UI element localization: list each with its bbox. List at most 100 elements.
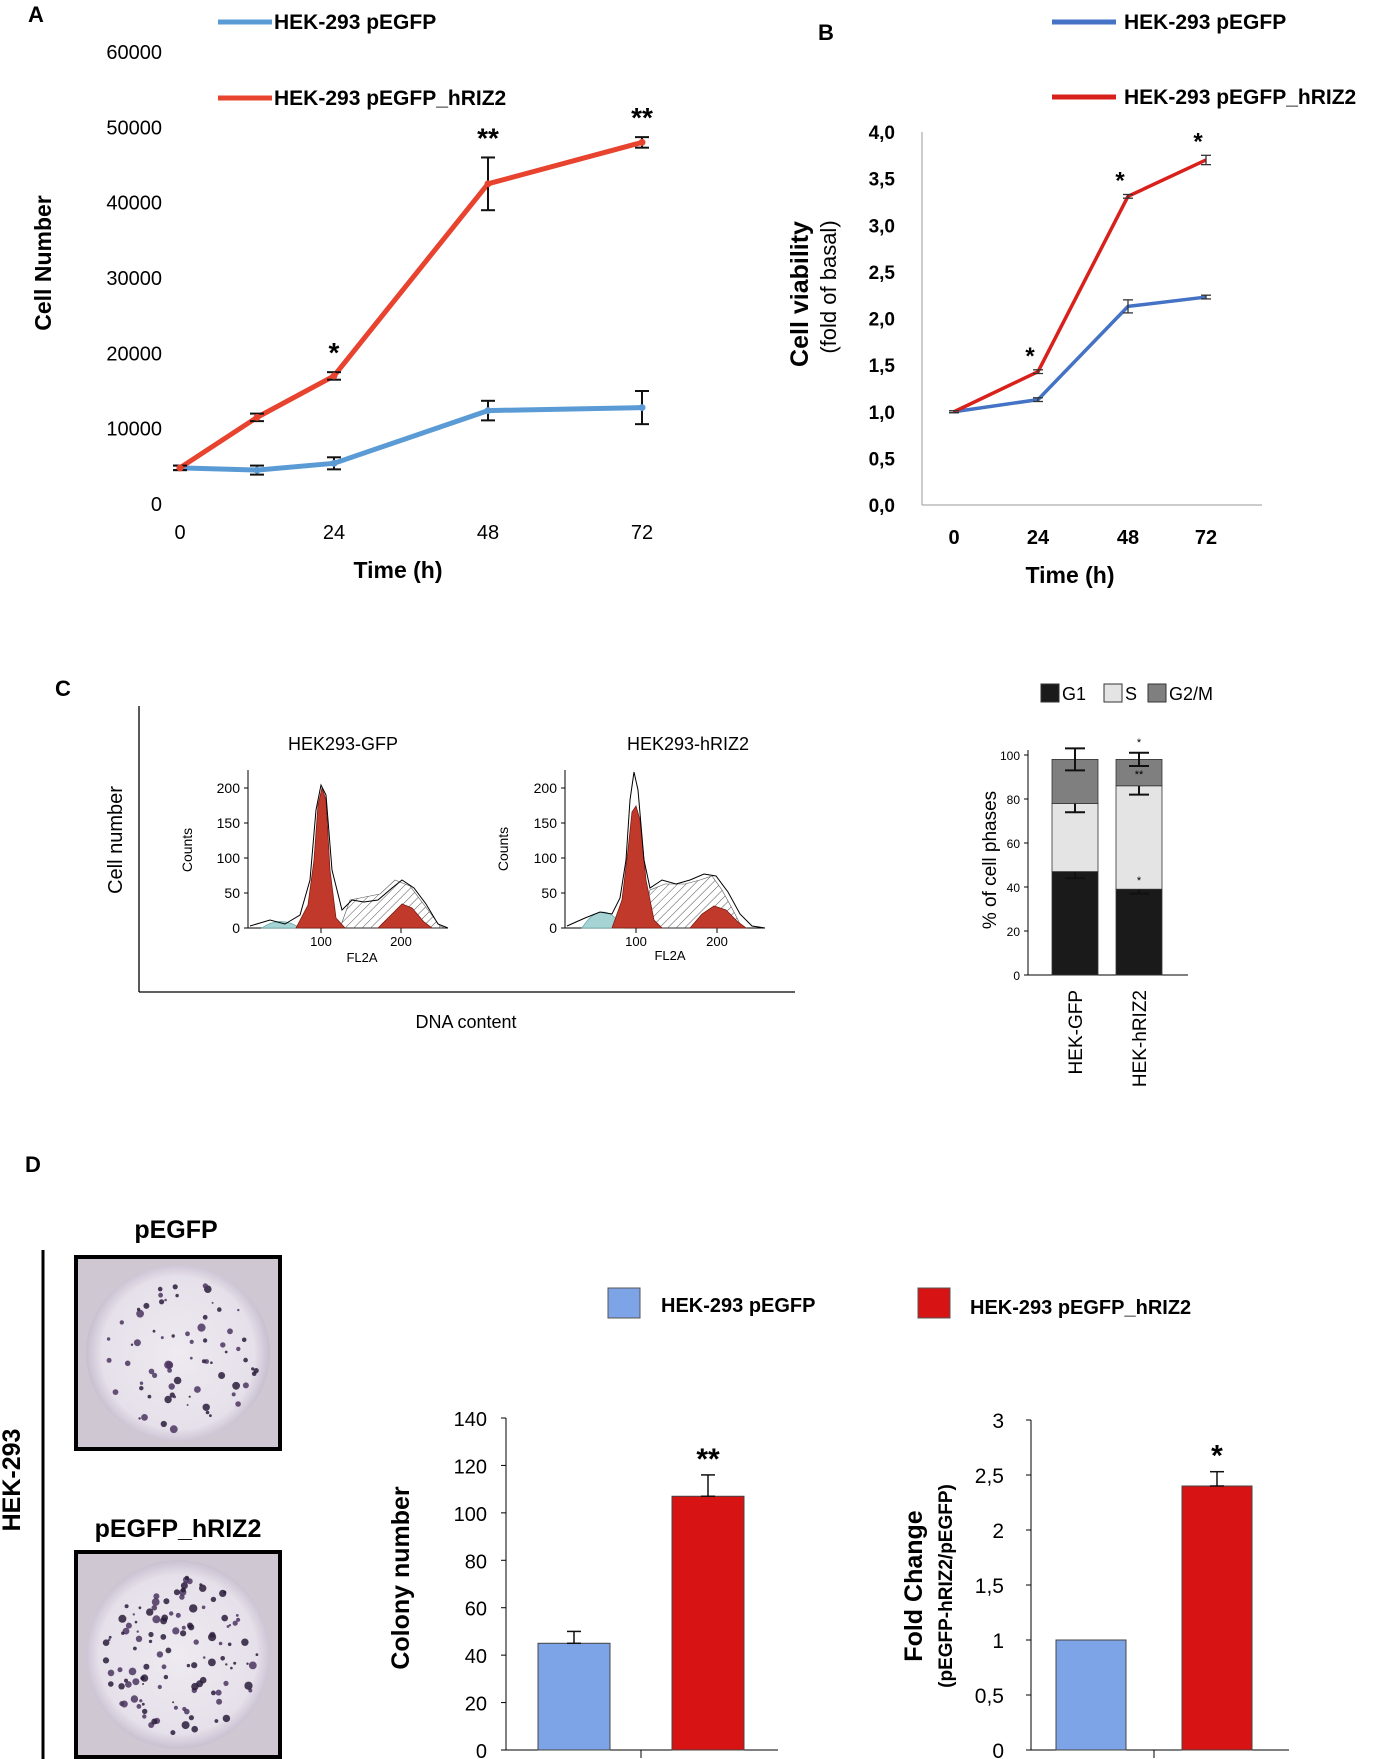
axis-a-ytick-3: 30000 [106, 268, 162, 290]
dots1-colony-dot [157, 1286, 163, 1292]
axis-b-ytick-3: 1,5 [869, 356, 896, 377]
panel-d: HEK-293 pEGFP pEGFP_hRIZ2 HEK-293 pEGFP … [0, 1216, 1289, 1759]
legend-a-label-hriz2: HEK-293 pEGFP_hRIZ2 [274, 87, 506, 110]
dots2-colony-dot [193, 1639, 199, 1645]
histogram-gfp-title: HEK293-GFP [288, 734, 398, 754]
dots2-colony-dot [165, 1647, 172, 1654]
axis-c3-category-1: HEK-hRIZ2 [1130, 990, 1151, 1087]
dots1-colony-dot [253, 1368, 259, 1374]
axis-b-ytick-8: 4,0 [869, 123, 895, 144]
dots2-colony-dot [241, 1638, 249, 1646]
axis-c3-ytick-5: 100 [1000, 749, 1020, 763]
panel-c-histograms: Cell number DNA content HEK293-GFP 0 50 10… [105, 706, 795, 1032]
series-b-err-0-1 [1033, 397, 1043, 403]
dots1-colony-dot [202, 1403, 210, 1411]
dots2-colony-dot [196, 1680, 204, 1688]
axis-b-ytick-4: 2,0 [869, 310, 895, 331]
histogram-hriz2-xtick-0: 100 [625, 934, 647, 949]
dots2-colony-dot [226, 1625, 230, 1628]
dots2-colony-dot [201, 1605, 206, 1610]
axis-b-ytick-1: 0,5 [869, 449, 896, 470]
dots2-colony-dot [121, 1631, 125, 1635]
series-b-err-0-2 [1123, 299, 1133, 314]
series-a-sig-1-3: ** [477, 122, 499, 153]
panel-label-c: C [55, 676, 71, 701]
axis-a-xtick-1: 24 [323, 522, 345, 544]
dots1-colony-dot [227, 1328, 233, 1335]
dots2-colony-dot [221, 1614, 228, 1622]
dots2-colony-dot [161, 1664, 167, 1670]
bar-c3-annotation-2: * [1137, 875, 1142, 887]
axis-d1-ytick-5: 100 [454, 1504, 487, 1526]
histogram-gfp-ytick-1: 50 [224, 885, 240, 901]
dots2-colony-dot [120, 1700, 128, 1708]
dots2-colony-dot [225, 1663, 228, 1666]
dots2-colony-dot [107, 1638, 111, 1642]
dots1-colony-dot [160, 1336, 164, 1340]
legend-d-label-hriz2: HEK-293 pEGFP_hRIZ2 [970, 1297, 1191, 1319]
dots2-colony-dot [135, 1635, 143, 1642]
axis-d2-ytick-3: 1,5 [975, 1575, 1004, 1598]
dots2-colony-dot [219, 1589, 227, 1597]
panel-d-cell-line-label: HEK-293 [0, 1429, 26, 1532]
legend-c3-label-0: G1 [1062, 684, 1086, 704]
legend-d-swatch-hriz2 [917, 1287, 951, 1319]
panel-label-a: A [28, 2, 44, 27]
series-b-err-0-3 [1201, 294, 1211, 300]
histogram-hriz2-ytick-0: 0 [549, 920, 557, 936]
axis-b-xlabel: Time (h) [1025, 562, 1114, 588]
axis-d1-ytick-3: 60 [465, 1599, 487, 1621]
axis-d1-ylabel: Colony number [387, 1486, 415, 1670]
dots2-colony-dot [102, 1657, 110, 1664]
legend-b-label-egfp: HEK-293 pEGFP [1124, 11, 1286, 34]
dots2-colony-dot [148, 1631, 154, 1638]
dots1-colony-dot [242, 1382, 249, 1389]
dots2-colony-dot [108, 1635, 112, 1639]
dots2-colony-dot [151, 1598, 160, 1606]
dots2-colony-dot [180, 1630, 187, 1637]
dots2-colony-dot [255, 1653, 259, 1656]
bar-d1-0 [537, 1642, 611, 1751]
dots2-colony-dot [182, 1706, 187, 1712]
dots2-colony-dot [142, 1714, 147, 1719]
dots2-colony-dot [133, 1646, 137, 1651]
dots2-colony-dot [235, 1614, 239, 1617]
bar-c3-0-1 [1051, 803, 1099, 873]
dots2-colony-dot [184, 1575, 190, 1581]
dots1-colony-dot [243, 1357, 248, 1363]
axis-a-xlabel: Time (h) [353, 557, 442, 583]
dots2-colony-dot [156, 1651, 164, 1658]
legend-c3-swatch-1 [1103, 683, 1123, 703]
series-a-point-0-4 [638, 404, 646, 412]
dots1-colony-dot [251, 1367, 255, 1371]
series-b-sig-1-1: * [1025, 343, 1035, 370]
dots1-colony-dot [232, 1381, 241, 1390]
dots1-colony-dot [136, 1309, 144, 1318]
axis-b-ylabel-sub: (fold of basal) [816, 220, 841, 353]
dots1-colony-dot [143, 1302, 150, 1309]
histogram-hriz2-g2-peak [689, 905, 748, 929]
dots2-colony-dot [163, 1674, 169, 1680]
dots2-colony-dot [173, 1589, 180, 1596]
axis-b-xtick-3: 72 [1195, 527, 1217, 549]
bar-c3-1-1 [1115, 785, 1163, 890]
series-a-point-1-0 [176, 464, 184, 472]
dots1-colony-dot [169, 1392, 175, 1398]
dots2-colony-dot [236, 1617, 241, 1622]
axis-c-xlabel: DNA content [415, 1012, 516, 1032]
histogram-gfp-ytick-2: 100 [217, 850, 241, 866]
dots2-colony-dot [146, 1608, 154, 1616]
axis-c3-ylabel: % of cell phases [980, 791, 1001, 929]
dots2-colony-dot [152, 1615, 161, 1624]
axis-d1-ytick-4: 80 [465, 1551, 487, 1573]
bar-d2-sig-1: * [1211, 1440, 1223, 1473]
series-a-point-0-1 [253, 466, 261, 474]
series-b-err-1-3 [1201, 154, 1211, 166]
dots2-colony-dot [151, 1605, 158, 1611]
axis-c3-ytick-2: 40 [1007, 881, 1021, 895]
dots1-colony-dot [202, 1314, 208, 1320]
dots1-colony-dot [159, 1299, 165, 1305]
dots2-colony-dot [232, 1620, 238, 1626]
axis-d1-ytick-0: 0 [476, 1741, 487, 1759]
